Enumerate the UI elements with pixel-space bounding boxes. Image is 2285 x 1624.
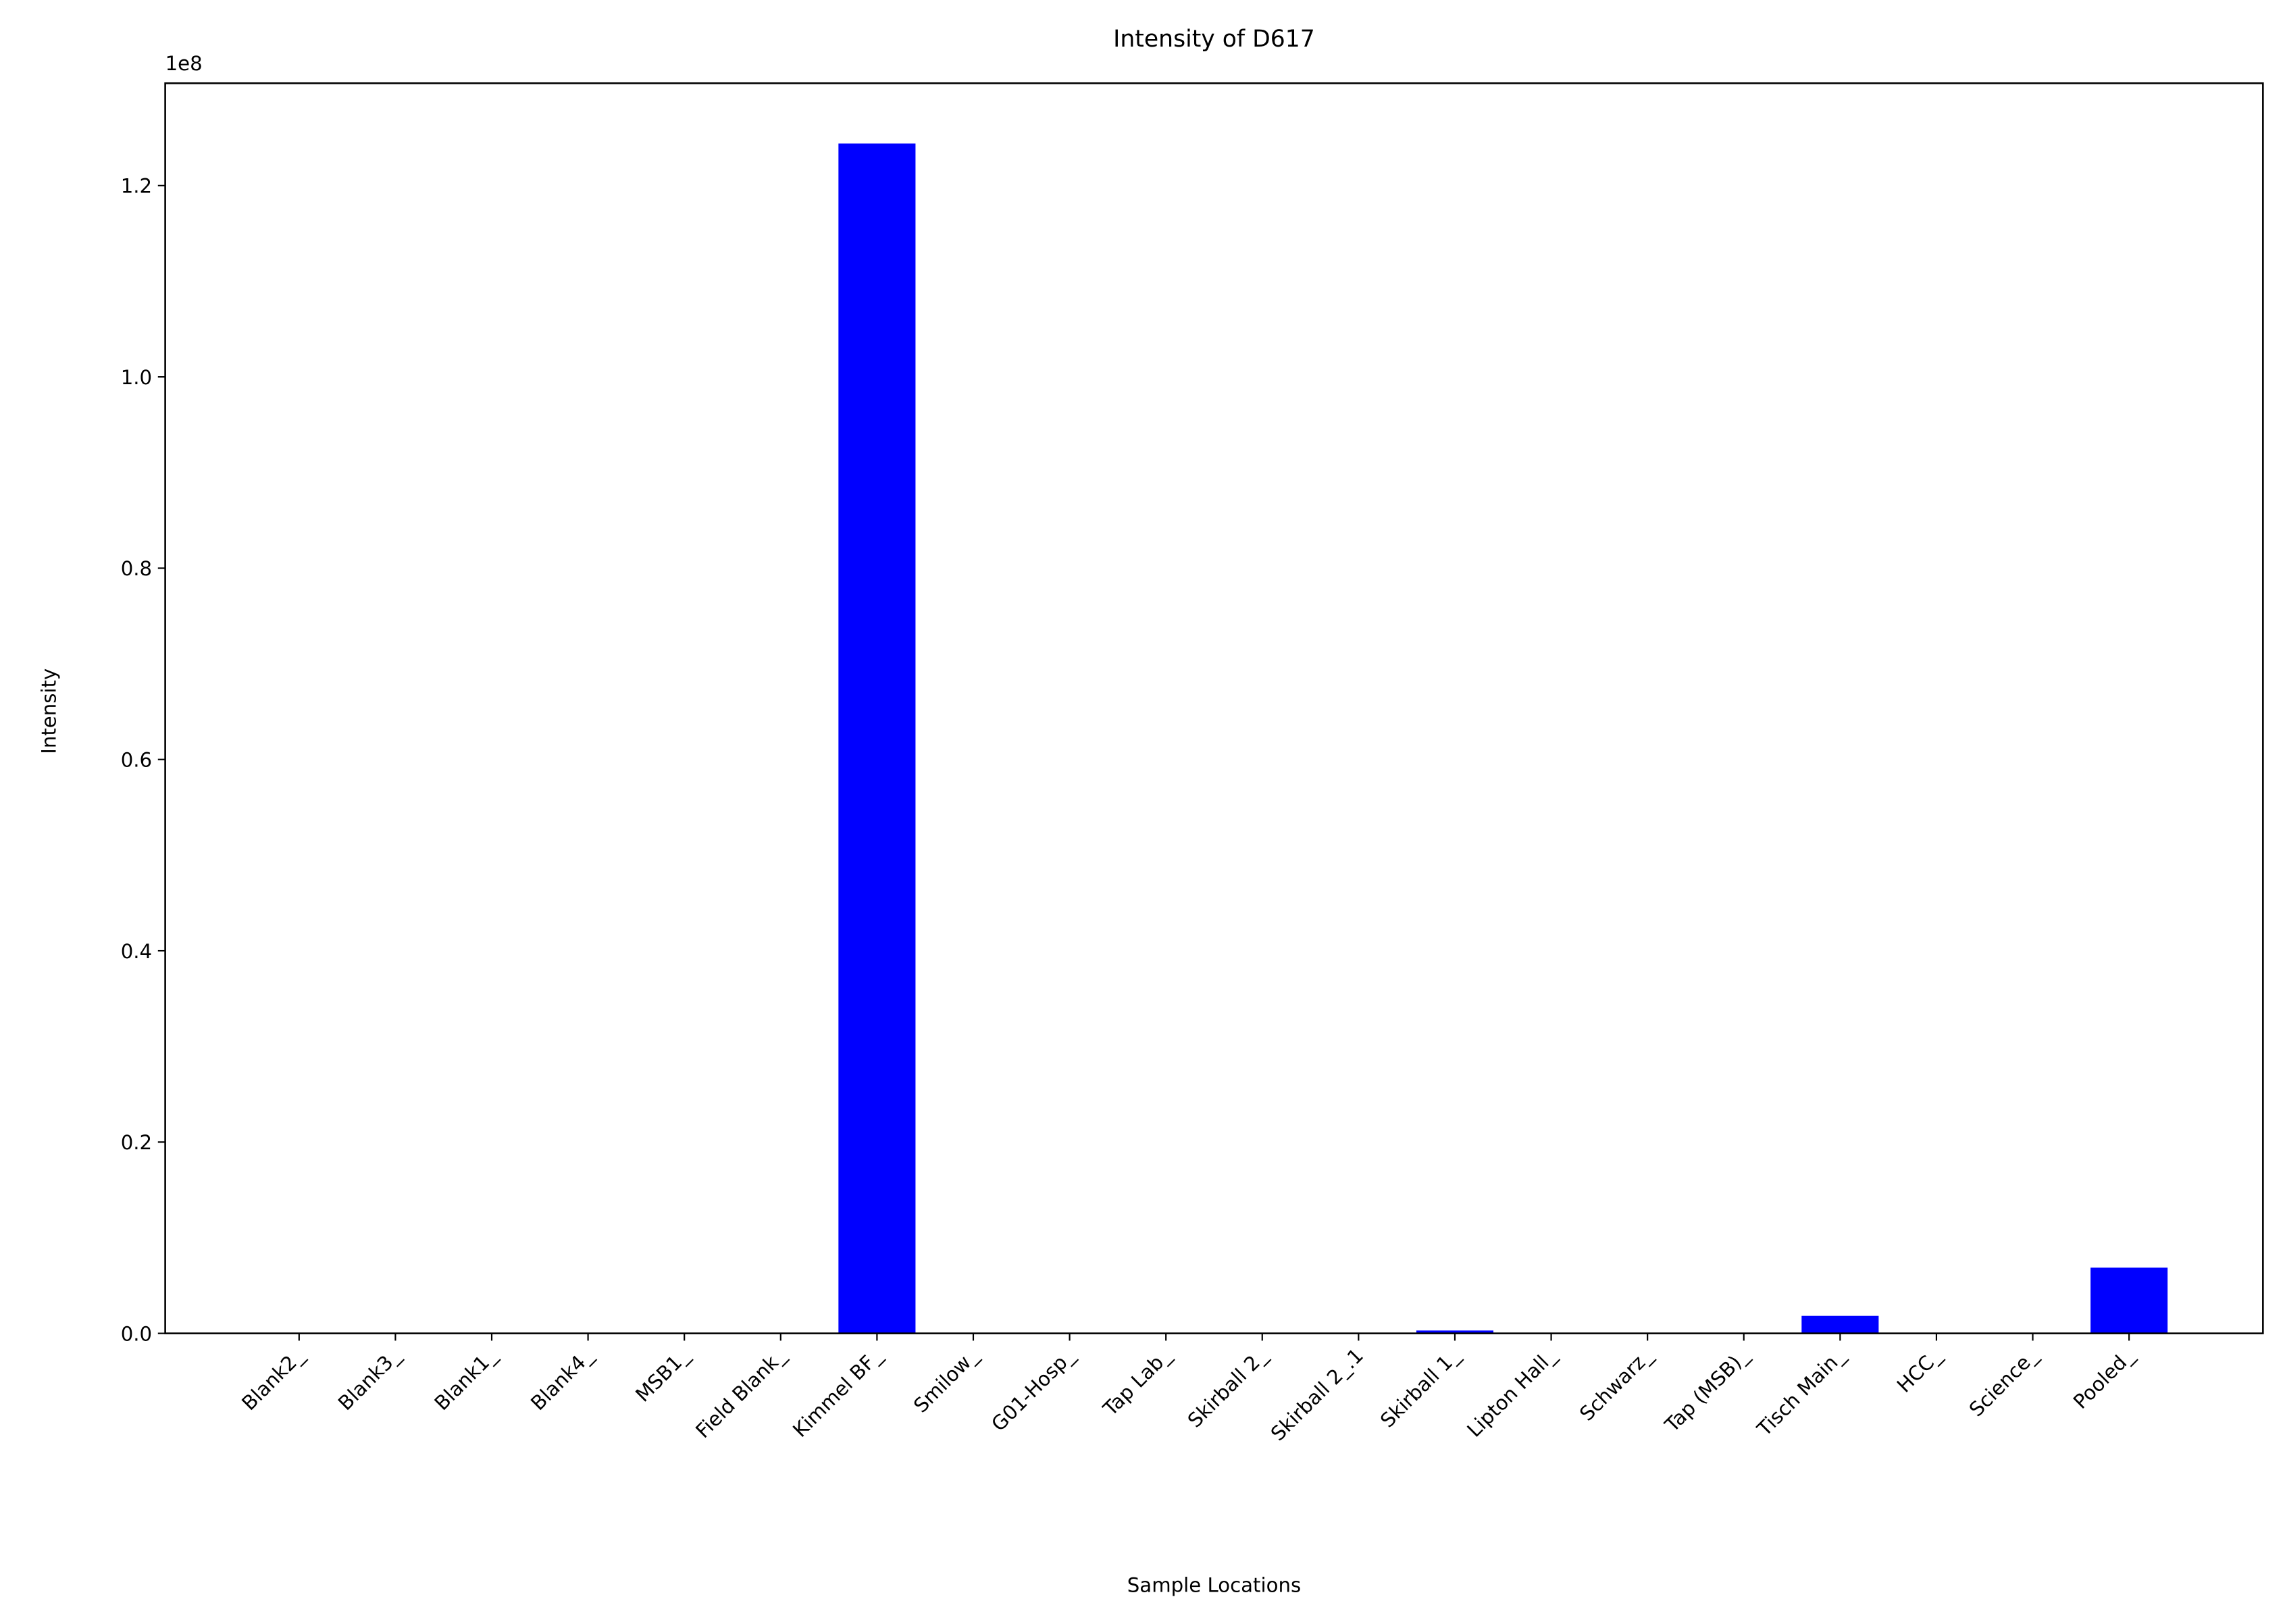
x-tick-label: Skirball 1_ xyxy=(1376,1344,1464,1432)
x-tick-label: G01-Hosp_ xyxy=(987,1344,1079,1436)
y-tick-label: 0.0 xyxy=(121,1322,152,1345)
bar xyxy=(1416,1330,1494,1334)
x-tick-label: Blank1_ xyxy=(430,1344,501,1415)
x-tick-label: Skirball 2_.1 xyxy=(1266,1344,1368,1445)
x-tick-label: Skirball 2_ xyxy=(1183,1344,1272,1432)
y-tick-label: 0.8 xyxy=(121,557,152,580)
x-tick-label: Tisch Main_ xyxy=(1752,1344,1849,1441)
y-tick-label: 1.0 xyxy=(121,366,152,389)
x-axis-label: Sample Locations xyxy=(1127,1573,1301,1596)
y-axis-label: Intensity xyxy=(37,669,60,754)
x-tick-label: Tap Lab_ xyxy=(1098,1344,1175,1421)
x-tick-label: Lipton Hall_ xyxy=(1462,1344,1560,1442)
y-offset-label: 1e8 xyxy=(165,52,203,75)
x-tick-label: Science_ xyxy=(1965,1344,2043,1421)
x-tick-label: Pooled_ xyxy=(2069,1344,2138,1413)
bar xyxy=(838,143,916,1334)
x-tick-label: Schwarz_ xyxy=(1575,1344,1657,1425)
y-tick-label: 0.2 xyxy=(121,1131,152,1154)
x-tick-label: Field Blank_ xyxy=(691,1344,790,1442)
chart-title: Intensity of D617 xyxy=(1113,26,1315,53)
x-tick-label: Blank2_ xyxy=(237,1344,308,1415)
x-tick-label: MSB1_ xyxy=(631,1344,694,1407)
x-tick-label: Blank4_ xyxy=(526,1344,597,1415)
x-tick-label: Kimmel BF_ xyxy=(788,1344,886,1442)
bar xyxy=(2090,1267,2168,1334)
x-tick-label: HCC_ xyxy=(1893,1344,1946,1397)
plot-frame xyxy=(164,82,2264,1334)
bar xyxy=(1801,1315,1879,1334)
x-tick-label: Blank3_ xyxy=(334,1344,405,1415)
y-tick-label: 1.2 xyxy=(121,175,152,198)
y-tick-label: 0.6 xyxy=(121,749,152,772)
y-tick-label: 0.4 xyxy=(121,940,152,963)
x-tick-label: Tap (MSB)_ xyxy=(1660,1344,1753,1437)
x-tick-label: Smilow_ xyxy=(909,1344,983,1417)
